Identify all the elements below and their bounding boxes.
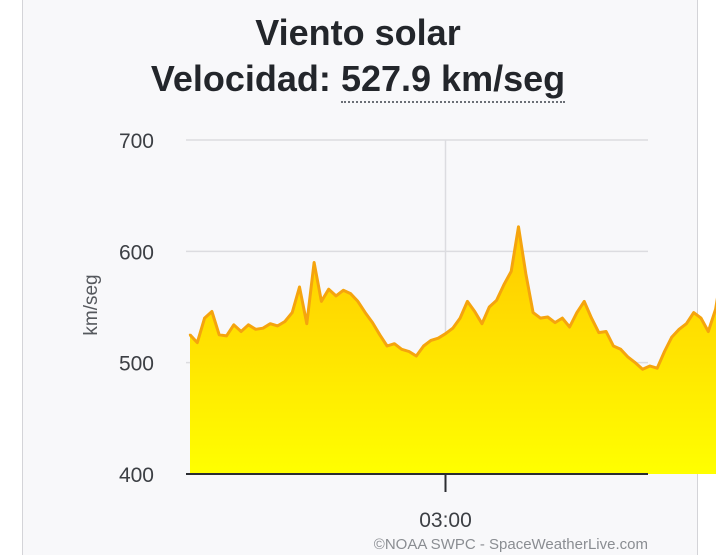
data-point[interactable] <box>590 316 593 320</box>
data-point[interactable] <box>269 322 272 325</box>
data-point[interactable] <box>349 292 352 295</box>
data-point[interactable] <box>612 344 615 348</box>
data-point[interactable] <box>437 337 440 340</box>
data-point[interactable] <box>451 327 454 330</box>
data-point[interactable] <box>327 288 330 291</box>
data-point[interactable] <box>415 354 418 358</box>
data-point[interactable] <box>407 350 411 353</box>
data-point[interactable] <box>429 339 433 342</box>
data-point[interactable] <box>225 334 228 338</box>
data-point[interactable] <box>510 270 513 273</box>
data-point[interactable] <box>342 289 345 292</box>
x-tick-label-03:00: 03:00 <box>419 509 472 532</box>
data-point[interactable] <box>561 316 564 320</box>
data-point[interactable] <box>261 327 265 330</box>
data-point[interactable] <box>641 368 644 371</box>
data-point[interactable] <box>626 355 630 359</box>
y-tick-label-400: 400 <box>119 464 154 487</box>
speed-area-fill <box>190 226 716 474</box>
data-point[interactable] <box>604 330 608 333</box>
speed-readout: Velocidad: 527.9 km/seg <box>0 58 716 103</box>
data-point[interactable] <box>707 330 710 333</box>
data-point[interactable] <box>305 322 308 325</box>
data-point[interactable] <box>619 348 622 351</box>
data-point[interactable] <box>254 328 257 331</box>
data-point[interactable] <box>531 311 535 314</box>
data-point[interactable] <box>539 316 542 320</box>
data-point[interactable] <box>575 311 579 314</box>
data-point[interactable] <box>553 321 557 324</box>
data-point[interactable] <box>312 261 316 264</box>
data-point[interactable] <box>218 333 221 336</box>
data-point[interactable] <box>648 364 652 368</box>
data-point[interactable] <box>196 341 199 344</box>
area-layer <box>188 225 716 474</box>
data-point[interactable] <box>188 333 192 336</box>
data-point[interactable] <box>488 305 491 309</box>
data-point[interactable] <box>495 299 498 302</box>
data-point[interactable] <box>568 325 571 329</box>
data-point[interactable] <box>583 300 586 303</box>
y-tick-label-500: 500 <box>119 353 154 376</box>
data-point[interactable] <box>422 344 425 348</box>
data-point[interactable] <box>291 311 294 314</box>
data-point[interactable] <box>283 320 287 323</box>
data-point[interactable] <box>320 300 323 303</box>
data-point[interactable] <box>378 333 381 336</box>
data-point[interactable] <box>670 335 673 339</box>
speed-value-group[interactable]: 527.9 km/seg <box>340 58 566 103</box>
data-point[interactable] <box>232 323 235 326</box>
data-point[interactable] <box>400 348 403 351</box>
data-point[interactable] <box>444 332 447 335</box>
speed-unit: km/seg <box>441 58 566 99</box>
data-point[interactable] <box>364 311 367 314</box>
data-point[interactable] <box>298 285 301 289</box>
data-point[interactable] <box>597 331 600 334</box>
data-point[interactable] <box>473 310 476 313</box>
speed-value: 527.9 <box>340 58 432 99</box>
data-point[interactable] <box>524 272 527 275</box>
data-point[interactable] <box>210 310 214 313</box>
data-point[interactable] <box>692 311 695 314</box>
data-point[interactable] <box>466 300 469 303</box>
credit-text[interactable]: ©NOAA SWPC - SpaceWeatherLive.com <box>374 536 648 553</box>
data-point[interactable] <box>634 361 637 364</box>
data-point[interactable] <box>685 322 688 325</box>
data-point[interactable] <box>203 316 206 320</box>
data-point[interactable] <box>371 321 374 324</box>
data-point[interactable] <box>247 323 250 326</box>
chart-title: Viento solar <box>255 12 461 53</box>
data-point[interactable] <box>356 300 360 303</box>
data-point[interactable] <box>276 324 279 328</box>
y-tick-label-700: 700 <box>119 130 154 153</box>
data-point[interactable] <box>502 283 506 286</box>
data-point[interactable] <box>239 330 243 333</box>
data-point[interactable] <box>699 316 703 320</box>
y-axis-label: km/seg <box>81 274 102 335</box>
data-point[interactable] <box>546 315 549 319</box>
data-point[interactable] <box>517 225 520 228</box>
y-tick-label-600: 600 <box>119 241 154 264</box>
data-point[interactable] <box>677 328 681 331</box>
data-point[interactable] <box>663 350 666 353</box>
data-point[interactable] <box>480 322 484 325</box>
data-point[interactable] <box>334 294 338 298</box>
data-point[interactable] <box>385 344 389 348</box>
data-point[interactable] <box>393 342 396 345</box>
data-point[interactable] <box>458 316 462 320</box>
speed-label: Velocidad: <box>150 58 331 99</box>
data-point[interactable] <box>656 367 659 370</box>
